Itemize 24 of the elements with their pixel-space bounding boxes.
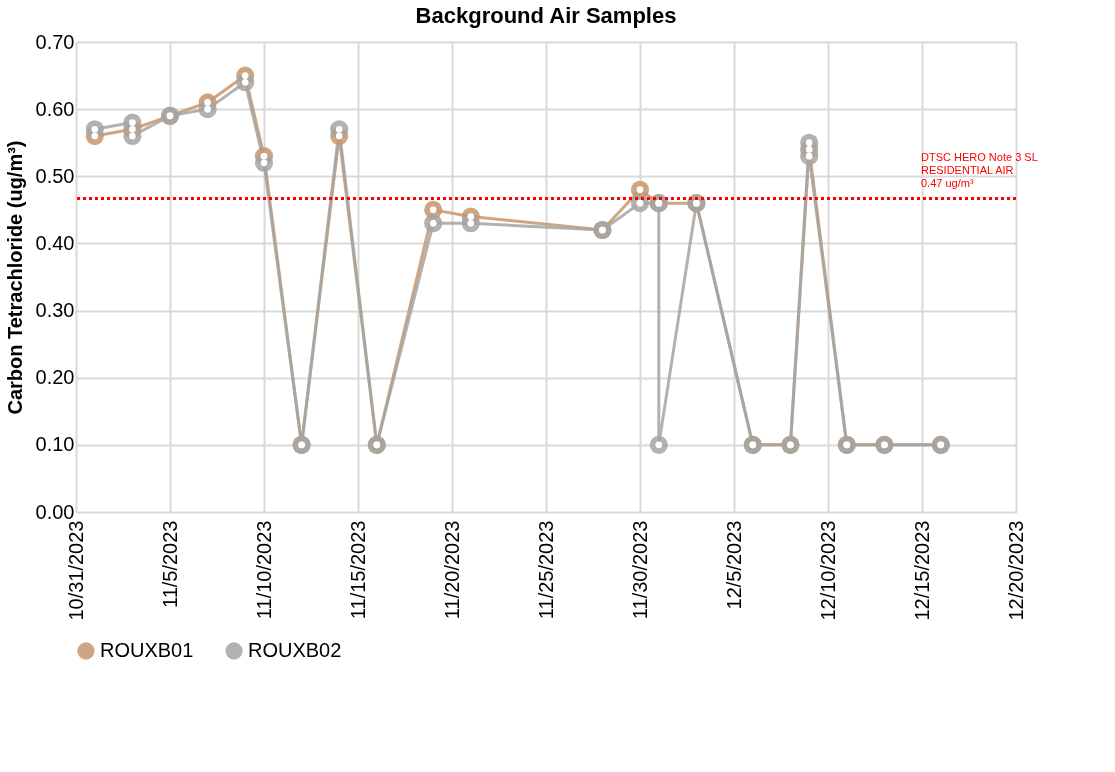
x-tick-label: 11/5/2023 — [158, 520, 181, 608]
y-axis-title: Carbon Tetrachloride (ug/m³) — [3, 140, 26, 415]
y-tick-label: 0.30 — [35, 299, 75, 322]
legend-label: ROUXB01 — [100, 639, 194, 661]
x-tick-label: 11/25/2023 — [534, 520, 557, 620]
chart-title: Background Air Samples — [415, 3, 677, 28]
y-tick-label: 0.20 — [35, 366, 75, 389]
y-tick-label: 0.70 — [35, 30, 75, 53]
x-tick-label: 10/31/2023 — [64, 520, 87, 621]
x-tick-label: 12/10/2023 — [816, 520, 839, 621]
x-tick-label: 11/20/2023 — [440, 520, 463, 620]
ref-line-label: DTSC HERO Note 3 SL RESIDENTIAL AIR 0.47 ug/m³ — [921, 151, 1038, 190]
x-tick-label: 11/15/2023 — [346, 520, 369, 620]
x-tick-label: 12/5/2023 — [722, 520, 745, 610]
x-tick-label: 12/15/2023 — [910, 520, 933, 621]
x-tick-label: 11/10/2023 — [252, 520, 275, 620]
legend-label: ROUXB02 — [248, 639, 342, 661]
y-tick-label: 0.50 — [35, 164, 75, 187]
x-tick-label: 12/20/2023 — [1004, 520, 1027, 621]
y-tick-label: 0.60 — [35, 97, 75, 120]
x-tick-label: 11/30/2023 — [628, 520, 651, 620]
y-tick-label: 0.00 — [35, 500, 75, 523]
y-tick-label: 0.40 — [35, 231, 75, 254]
y-tick-label: 0.10 — [35, 433, 75, 456]
